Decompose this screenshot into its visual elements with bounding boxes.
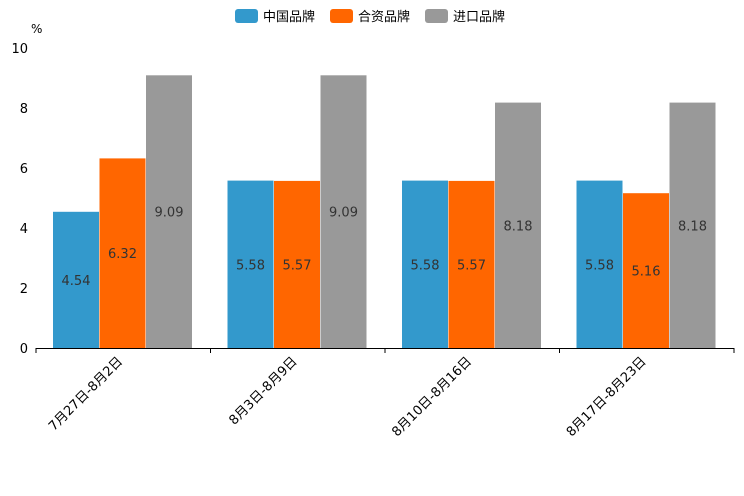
bar-1-4	[576, 180, 623, 348]
legend-swatch	[425, 9, 448, 23]
data-label: 6.32	[108, 247, 137, 262]
data-label: 8.18	[678, 219, 707, 234]
data-label: 5.58	[411, 258, 440, 273]
x-tick-label: 8月3日-8月9日	[226, 354, 300, 428]
bar-1-1	[53, 211, 99, 348]
legend: 中国品牌 合资品牌 进口品牌	[235, 9, 505, 25]
bar-1-2	[227, 180, 274, 348]
x-axis: 7月27日-8月2日 8月3日-8月9日 8月10日-8月16日 8月17日-8月23…	[35, 348, 735, 440]
y-axis: 0 2 4 6 8 10	[11, 42, 28, 357]
data-label: 9.09	[155, 206, 184, 221]
y-tick-label: 10	[11, 42, 28, 57]
data-label: 9.09	[329, 206, 358, 221]
bar-2-1	[99, 158, 146, 348]
y-tick-label: 2	[20, 282, 28, 297]
y-tick-label: 0	[20, 342, 28, 357]
y-axis-unit: %	[31, 22, 42, 36]
legend-swatch	[330, 9, 353, 23]
bar-3-3	[495, 102, 541, 348]
bar-3-2	[320, 75, 367, 349]
data-label: 5.57	[457, 258, 486, 273]
legend-label: 合资品牌	[358, 9, 410, 25]
data-label: 5.58	[585, 258, 614, 273]
data-label: 4.54	[62, 274, 91, 289]
data-label: 5.16	[632, 265, 661, 280]
bar-2-3	[448, 180, 495, 348]
y-tick-label: 6	[20, 162, 28, 177]
data-label: 5.57	[283, 258, 312, 273]
bars	[53, 75, 716, 349]
y-tick-label: 4	[20, 222, 28, 237]
data-label: 5.58	[236, 258, 265, 273]
bar-1-3	[402, 180, 448, 348]
x-tick-label: 8月10日-8月16日	[389, 354, 475, 440]
bar-3-4	[669, 102, 716, 348]
data-label: 8.18	[504, 219, 533, 234]
bar-3-1	[146, 75, 192, 349]
legend-label: 中国品牌	[263, 9, 315, 25]
legend-swatch	[235, 9, 258, 23]
x-tick-label: 8月17日-8月23日	[564, 354, 650, 440]
bar-2-4	[623, 193, 669, 348]
y-tick-label: 8	[20, 102, 28, 117]
x-tick-label: 7月27日-8月2日	[46, 354, 126, 434]
bar-2-2	[274, 180, 320, 348]
data-labels: 4.54 6.32 9.09 5.58 5.57 9.09 5.58 5.57 8.18 5.58…	[62, 206, 707, 289]
legend-label: 进口品牌	[453, 9, 505, 25]
